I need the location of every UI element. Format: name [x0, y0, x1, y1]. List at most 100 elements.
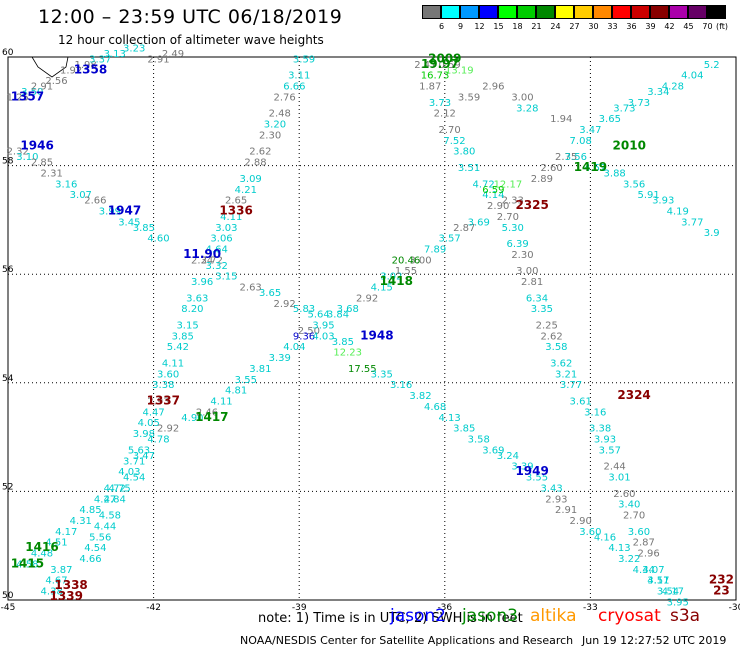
wave-height-point: 3.16: [584, 407, 606, 418]
track-time-label: 1338: [54, 578, 87, 592]
wave-height-point: 3.60: [157, 369, 179, 380]
wave-height-point: 2.85: [31, 158, 53, 169]
wave-height-point: 2.12: [434, 109, 456, 120]
track-time-label: 1947: [108, 203, 141, 217]
wave-height-point: 4.58: [16, 559, 38, 570]
wave-height-point: 3.85: [133, 223, 155, 234]
wave-height-point: 4.19: [667, 206, 689, 217]
wave-height-point: 3.15: [176, 321, 198, 332]
color-scale-unit: (ft): [716, 22, 729, 31]
wave-height-point: 5.63: [128, 445, 150, 456]
wave-height-point: 5.91: [638, 190, 660, 201]
track-time-label: 23: [713, 584, 730, 598]
wave-height-point: 3.65: [599, 114, 621, 125]
wave-height-point: 2.49: [162, 49, 184, 60]
track-time-label: 11.90: [183, 247, 221, 261]
wave-height-point: 3.00: [516, 266, 538, 277]
color-scale-label: 42: [664, 22, 675, 31]
wave-height-point: 2.91: [147, 54, 169, 65]
wave-height-point: 3.35: [531, 304, 553, 315]
wave-height-point: 3.85: [172, 331, 194, 342]
wave-height-point: 3.59: [293, 54, 315, 65]
color-scale-swatch: [555, 5, 574, 19]
wave-height-point: 4.11: [220, 212, 242, 223]
wave-height-point: 3.00: [409, 255, 431, 266]
wave-height-point: 2.34: [191, 255, 213, 266]
wave-height-point: 3.58: [545, 342, 567, 353]
wave-height-point: 12.17: [494, 179, 523, 190]
wave-height-point: 3.9: [704, 228, 720, 239]
wave-height-point: 3.93: [652, 196, 674, 207]
wave-height-point: 2.33: [502, 196, 524, 207]
wave-height-point: 4.31: [70, 516, 92, 527]
wave-height-point: 4.05: [138, 418, 160, 429]
wave-height-point: 3.82: [409, 391, 431, 402]
wave-height-point: 2.44: [604, 462, 626, 473]
wave-height-point: 3.60: [579, 527, 601, 538]
wave-height-point: 2.90: [487, 201, 509, 212]
wave-height-point: 4.13: [439, 413, 461, 424]
footer-credit: NOAA/NESDIS Center for Satellite Applica…: [240, 634, 574, 647]
wave-height-point: 4.48: [31, 549, 53, 560]
x-tick-label: -45: [1, 603, 16, 613]
wave-height-point: 2.91: [31, 82, 53, 93]
color-scale-swatch: [536, 5, 555, 19]
track-time-label: 2010: [613, 138, 646, 152]
wave-height-point: 9.36: [293, 331, 315, 342]
color-scale-swatch: [650, 5, 669, 19]
wave-height-point: 2.62: [249, 147, 271, 158]
x-tick-label: -39: [292, 603, 307, 613]
color-scale-label: 18: [512, 22, 523, 31]
color-scale-label: 45: [683, 22, 694, 31]
wave-height-point: 4.78: [147, 435, 169, 446]
wave-height-point: 4.47: [142, 407, 164, 418]
wave-height-point: 3.38: [152, 380, 174, 391]
wave-height-point: 3.68: [337, 304, 359, 315]
track-time-label: 1336: [219, 203, 252, 217]
wave-height-point: 3.65: [259, 288, 281, 299]
x-tick-label: -30: [729, 603, 740, 613]
track-time-label: 1418: [380, 274, 413, 288]
wave-height-point: 4.28: [662, 82, 684, 93]
wave-height-point: 3.73: [429, 98, 451, 109]
wave-height-point: 4.17: [55, 527, 77, 538]
track-time-label: 2325: [515, 198, 548, 212]
mission-label-cryosat: cryosat: [598, 606, 661, 626]
wave-height-point: 3.11: [288, 71, 310, 82]
wave-height-point: 3.71: [123, 456, 145, 467]
wave-height-point: 4.03: [118, 467, 140, 478]
track-time-label: 1415: [11, 556, 44, 570]
wave-height-point: 2.50: [298, 326, 320, 337]
wave-height-point: 4.67: [45, 576, 67, 587]
wave-height-point: 5.64: [307, 310, 329, 321]
color-scale-swatch: [460, 5, 479, 19]
wave-height-point: 3.59: [458, 92, 480, 103]
wave-height-point: 3.47: [133, 451, 155, 462]
wave-height-point: 17.55: [348, 364, 377, 375]
wave-height-point: 6.59: [482, 185, 504, 196]
wave-height-point: 3.34: [647, 87, 669, 98]
color-scale-swatch: [688, 5, 707, 19]
wave-height-point: 7.08: [570, 136, 592, 147]
wave-height-point: 2.30: [259, 130, 281, 141]
wave-height-point: 4.54: [123, 473, 145, 484]
wave-height-point: 2.63: [240, 282, 262, 293]
wave-height-point: 2.87: [453, 223, 475, 234]
color-scale-label: 30: [588, 22, 599, 31]
wave-height-point: 2.66: [84, 196, 106, 207]
color-scale-label: 6: [438, 22, 445, 31]
wave-height-point: 3.93: [594, 435, 616, 446]
wave-height-point: 2.72: [201, 255, 223, 266]
color-scale-label: 15: [493, 22, 504, 31]
color-scale-swatch: [574, 5, 593, 19]
wave-height-point: 3.02: [380, 272, 402, 283]
color-scale-swatch: [479, 5, 498, 19]
color-scale-swatch: [441, 5, 460, 19]
wave-height-point: 3.39: [269, 353, 291, 364]
wave-height-point: 3.10: [16, 152, 38, 163]
wave-height-point: 2.70: [439, 125, 461, 136]
wave-height-point: 3.58: [468, 435, 490, 446]
track-time-label: 19.97: [421, 57, 459, 71]
chart-subtitle: 12 hour collection of altimeter wave hei…: [58, 33, 324, 47]
